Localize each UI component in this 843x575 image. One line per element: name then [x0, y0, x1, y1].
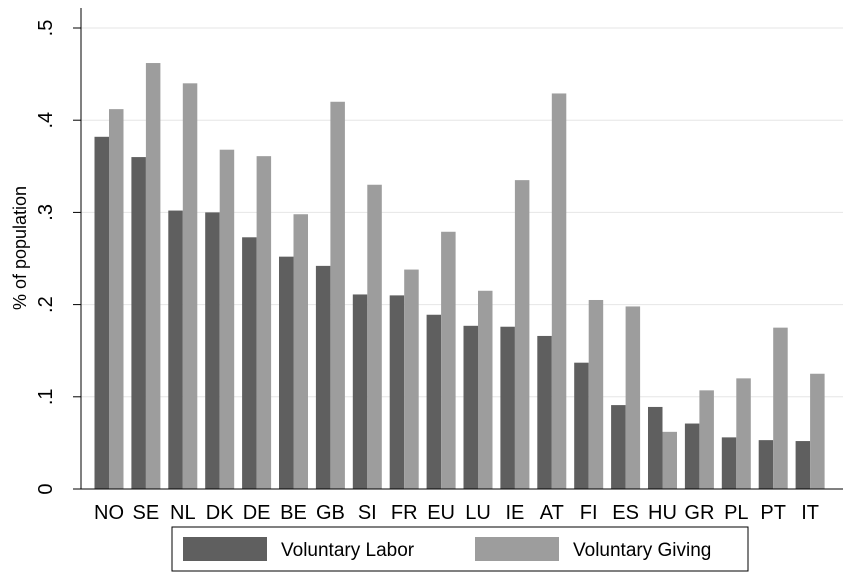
bar-voluntary-labor	[426, 314, 442, 489]
bar-voluntary-labor	[205, 212, 220, 489]
bar-voluntary-labor	[500, 326, 515, 489]
bar-voluntary-giving	[145, 63, 161, 489]
bar-voluntary-giving	[551, 93, 567, 489]
x-tick-label: SE	[133, 502, 160, 524]
bar-voluntary-giving	[699, 390, 714, 489]
x-tick-label: SI	[358, 502, 377, 524]
bar-voluntary-labor	[684, 423, 700, 489]
x-tick-label: NL	[170, 502, 196, 524]
bar-voluntary-labor	[648, 406, 663, 489]
x-tick-label: DK	[206, 502, 234, 524]
x-tick-label: IT	[801, 502, 819, 524]
bar-voluntary-labor	[758, 440, 774, 489]
x-tick-label: FI	[580, 502, 598, 524]
bar-voluntary-giving	[404, 269, 419, 489]
x-tick-label: FR	[391, 502, 418, 524]
x-tick-label: AT	[540, 502, 564, 524]
bar-voluntary-giving	[478, 290, 493, 489]
x-tick-label: HU	[648, 502, 677, 524]
bar-voluntary-labor	[463, 325, 478, 489]
y-tick-label: .2	[35, 296, 57, 313]
y-axis-ticks: 0 .1 .2 .3 .4 .5	[35, 20, 81, 495]
bar-voluntary-labor	[242, 237, 257, 489]
y-tick-label: .1	[35, 388, 57, 405]
bar-voluntary-labor	[279, 256, 294, 489]
bar-voluntary-giving	[588, 299, 604, 489]
bar-voluntary-giving	[514, 180, 530, 489]
bar-voluntary-labor	[389, 295, 405, 489]
x-tick-label: EU	[427, 502, 455, 524]
bar-voluntary-labor	[721, 437, 737, 489]
x-tick-label: IE	[505, 502, 524, 524]
legend: Voluntary Labor Voluntary Giving	[171, 526, 749, 572]
bar-voluntary-labor	[352, 294, 368, 489]
bar-voluntary-giving	[219, 149, 235, 490]
bar-voluntary-labor	[574, 362, 589, 489]
bar-voluntary-giving	[810, 373, 825, 489]
bars	[94, 63, 825, 490]
legend-swatch-labor	[183, 537, 267, 561]
bar-voluntary-giving	[662, 431, 677, 489]
y-axis-title: % of population	[10, 186, 30, 310]
x-tick-label: PL	[724, 502, 748, 524]
y-tick-label: 0	[35, 483, 57, 494]
legend-box	[171, 526, 749, 572]
bar-voluntary-giving	[182, 83, 198, 489]
bar-voluntary-giving	[773, 327, 788, 489]
legend-label-labor: Voluntary Labor	[281, 540, 415, 561]
bar-voluntary-labor	[131, 157, 146, 489]
bar-voluntary-labor	[168, 210, 183, 489]
x-tick-label: ES	[612, 502, 639, 524]
bar-voluntary-labor	[94, 136, 109, 489]
bar-voluntary-giving	[256, 156, 272, 489]
x-tick-label: GB	[316, 502, 345, 524]
x-axis-labels: NO SE NL DK DE BE GB SI FR EU LU IE AT FI ES HU GR PL PT IT	[94, 502, 819, 524]
x-tick-label: PT	[760, 502, 786, 524]
x-tick-label: GR	[684, 502, 714, 524]
x-tick-label: DE	[243, 502, 271, 524]
y-tick-label: .3	[35, 204, 57, 221]
bar-voluntary-giving	[736, 378, 751, 489]
x-tick-label: BE	[280, 502, 307, 524]
y-tick-label: .4	[35, 112, 57, 129]
bar-voluntary-giving	[441, 231, 456, 489]
legend-swatch-giving	[475, 537, 559, 561]
legend-label-giving: Voluntary Giving	[573, 540, 711, 561]
bar-voluntary-labor	[315, 265, 331, 489]
x-tick-label: NO	[94, 502, 124, 524]
bar-voluntary-giving	[367, 184, 382, 490]
bar-voluntary-giving	[109, 109, 124, 490]
x-tick-label: LU	[465, 502, 491, 524]
bar-voluntary-giving	[293, 214, 308, 489]
y-tick-label: .5	[35, 20, 57, 37]
bar-voluntary-labor	[611, 405, 626, 489]
bar-voluntary-labor	[795, 441, 811, 489]
bar-voluntary-giving	[625, 306, 641, 489]
bar-voluntary-giving	[330, 101, 345, 489]
bar-voluntary-labor	[537, 335, 552, 489]
